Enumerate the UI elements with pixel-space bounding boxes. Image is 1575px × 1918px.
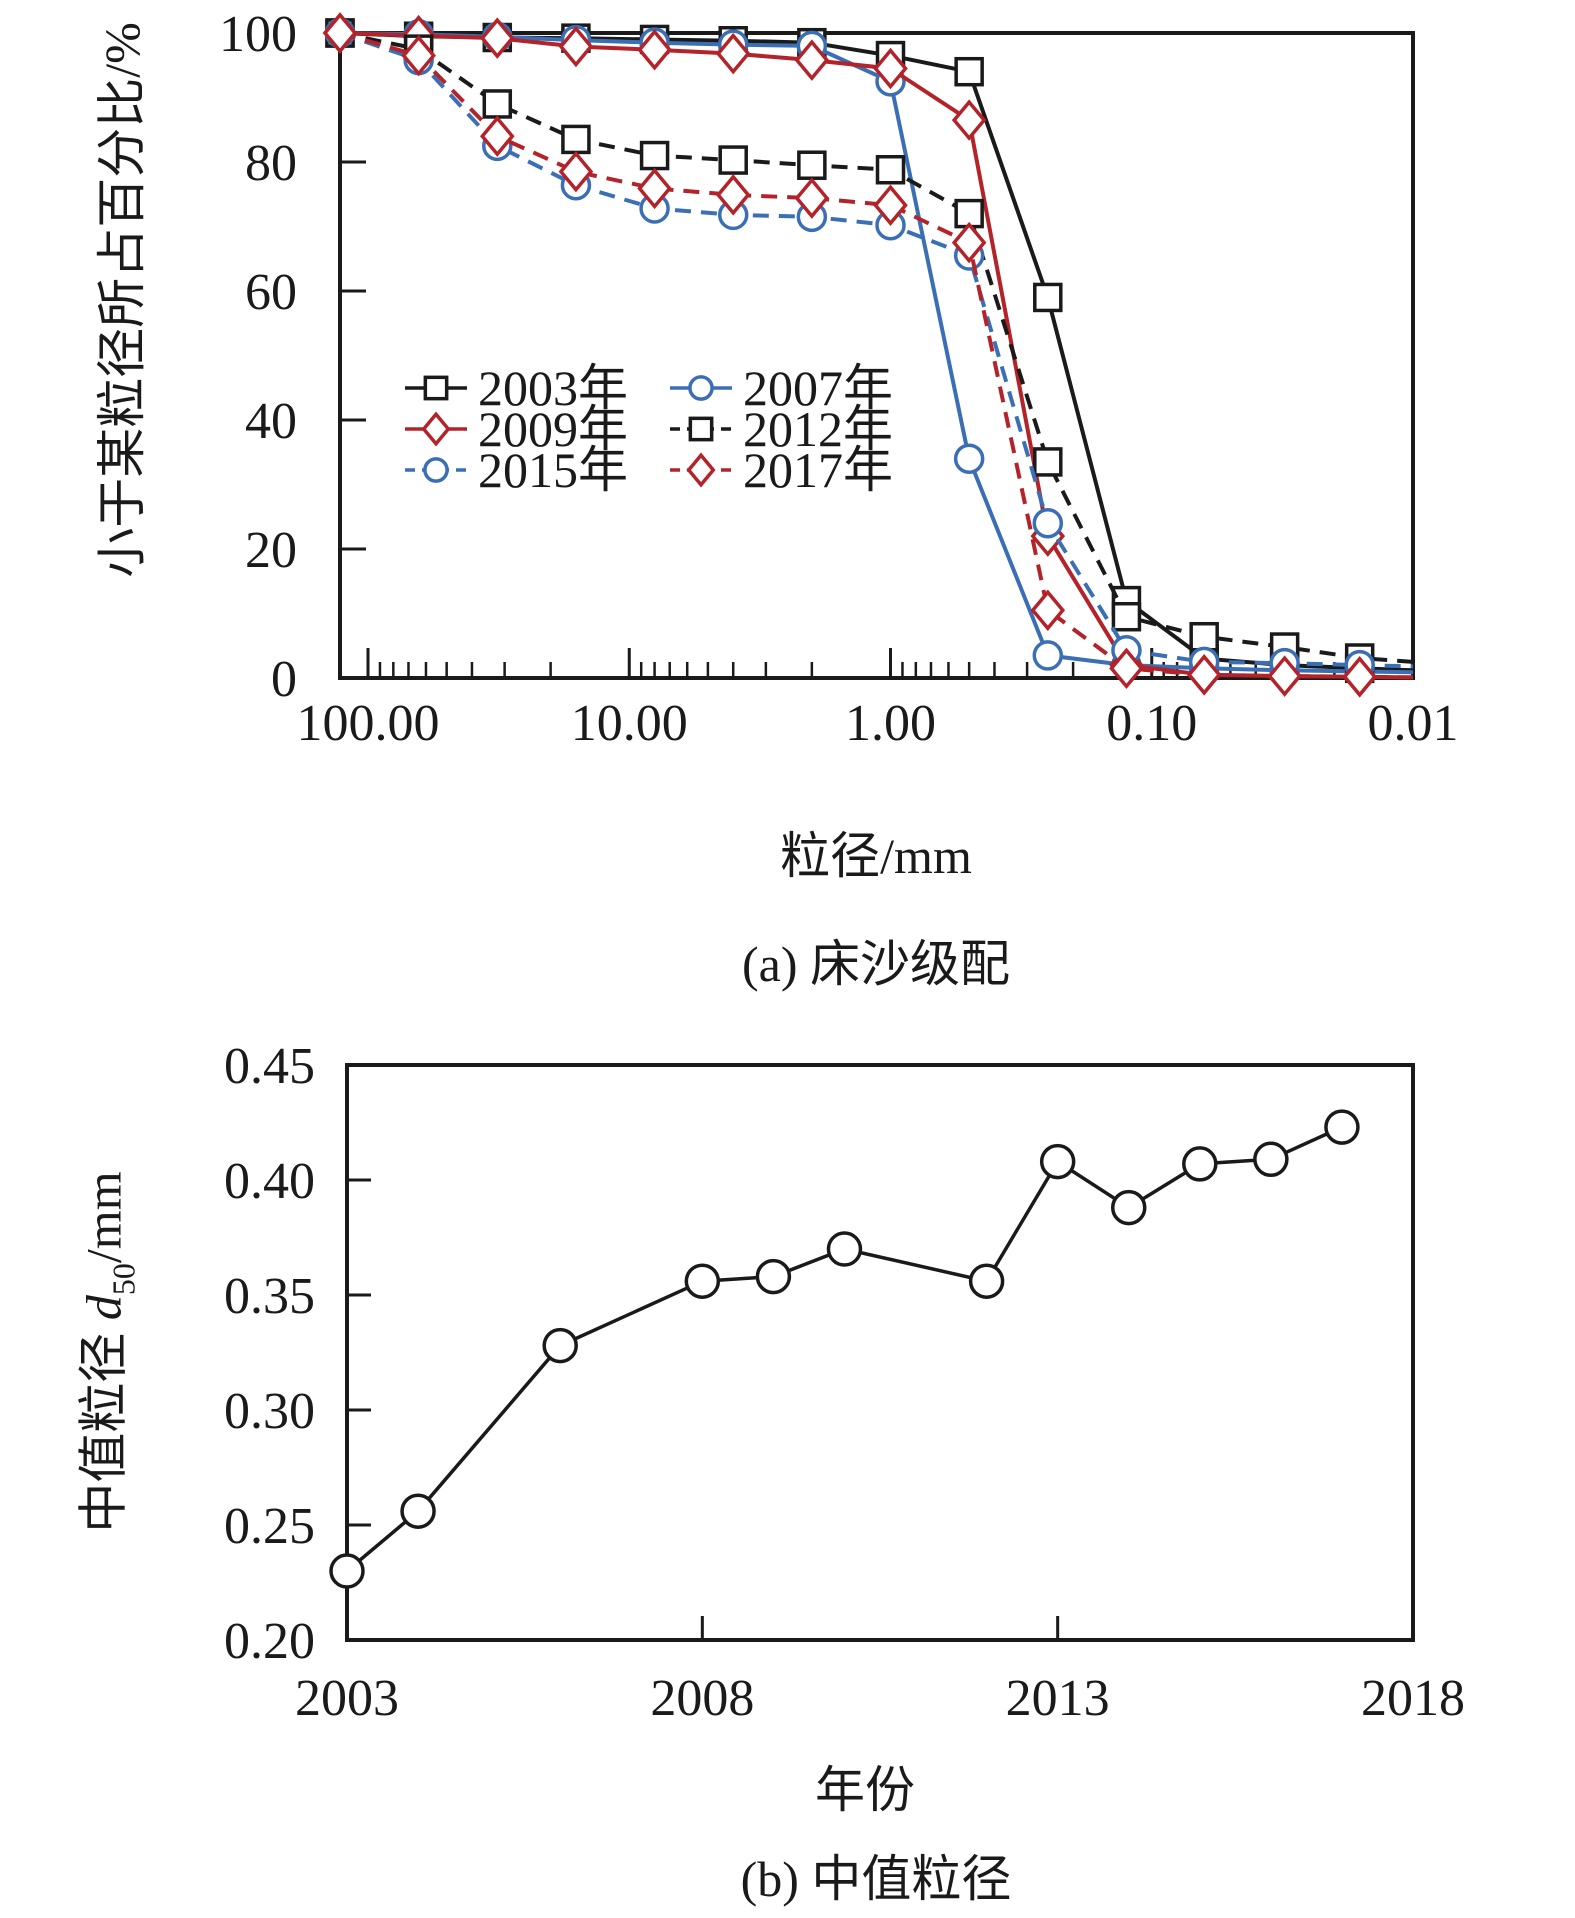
series-marker-2017年 [873, 184, 908, 226]
series-marker-2009年 [873, 47, 908, 90]
series-marker-2012年 [1111, 601, 1142, 632]
y-tick-label-a: 20 [245, 522, 297, 579]
d50-series-line [345, 1125, 1343, 1573]
d50-data-point [684, 1263, 721, 1299]
legend-label-2012年: 2012年 [743, 401, 893, 457]
legend-marker-2003年 [423, 375, 449, 401]
x-tick-label-a: 0.10 [1106, 695, 1197, 752]
x-tick-label-a: 100.00 [297, 695, 440, 752]
legend-marker-2015年 [423, 457, 449, 483]
series-marker-2012年 [718, 145, 748, 175]
series-marker-2017年 [1186, 654, 1222, 696]
median-grain-size-chart: 0.20 0.25 0.30 0.35 0.40 0.45 2003 2008 2013 2018 [224, 1038, 1465, 1727]
series-marker-2017年 [715, 174, 751, 216]
x-tick-label-a: 0.01 [1368, 695, 1459, 752]
d50-data-point [542, 1327, 578, 1364]
d50-data-point [1182, 1146, 1218, 1182]
chart-b-y-axis-label: 中值粒径 d50/mm [75, 1171, 142, 1533]
y-tick-label-a: 0 [271, 651, 297, 708]
x-tick-label-b: 2018 [1361, 1670, 1465, 1727]
d50-data-point [400, 1493, 436, 1529]
series-marker-2012年 [875, 154, 906, 185]
series-marker-2012年 [797, 150, 827, 180]
legend-label-2007年: 2007年 [743, 360, 893, 416]
x-tick-label-a: 10.00 [571, 695, 688, 752]
legend-label-2003年: 2003年 [478, 360, 628, 416]
series-marker-2009年 [637, 29, 672, 71]
y-tick-label-a: 100 [219, 6, 297, 63]
y-tick-label-b: 0.20 [224, 1613, 315, 1670]
series-marker-2017年 [1109, 647, 1144, 690]
x-tick-label-b: 2003 [295, 1670, 399, 1727]
series-marker-2009年 [794, 39, 830, 81]
d50-data-point [755, 1258, 792, 1295]
legend-label-2015年: 2015年 [478, 442, 628, 498]
legend-marker-2017年 [686, 452, 716, 488]
legend-marker-2012年 [688, 416, 714, 442]
series-marker-2017年 [558, 150, 594, 193]
series-marker-2007年 [1032, 640, 1064, 671]
legend-marker-2007年 [688, 375, 714, 401]
series-marker-2017年 [1030, 589, 1066, 632]
series-line-2017年 [339, 31, 1414, 680]
series-marker-2012年 [482, 89, 513, 119]
y-tick-label-b: 0.45 [224, 1038, 315, 1095]
d50-data-point [329, 1553, 365, 1589]
bed-sand-gradation-chart: 0 20 40 60 80 100 100.00 10.00 1.00 0.10 0.01 2003年… [219, 6, 1459, 752]
chart-a-x-axis-label: 粒径/mm [780, 828, 972, 884]
d50-data-point [1110, 1189, 1147, 1226]
series-marker-2017年 [794, 177, 830, 219]
series-marker-2009年 [558, 25, 594, 68]
series-marker-2017年 [1267, 655, 1302, 697]
series-marker-2007年 [953, 443, 985, 474]
y-tick-label-a: 40 [245, 393, 297, 450]
series-marker-2017年 [322, 12, 358, 54]
series-marker-2009年 [951, 99, 987, 141]
series-marker-2012年 [1033, 447, 1063, 477]
series-marker-2009年 [480, 17, 515, 59]
chart-b-caption: (b) 中值粒径 [740, 1851, 1012, 1907]
series-marker-2017年 [637, 167, 672, 210]
x-tick-label-a: 1.00 [845, 695, 936, 752]
y-tick-label-b: 0.35 [224, 1268, 315, 1325]
legend-label-2009年: 2009年 [478, 401, 628, 457]
y-tick-label-b: 0.30 [224, 1383, 315, 1440]
y-tick-label-b: 0.25 [224, 1498, 315, 1555]
chart-a-y-axis-label: 小于某粒径所占百分比/% [94, 22, 150, 578]
x-tick-label-b: 2008 [650, 1670, 754, 1727]
series-marker-2017年 [480, 115, 515, 157]
plot-a-frame [338, 31, 1415, 680]
series-marker-2012年 [561, 124, 591, 155]
d50-data-point [826, 1231, 863, 1267]
series-marker-2017年 [951, 221, 987, 264]
legend-label-2017年: 2017年 [743, 442, 893, 498]
legend-marker-2009年 [421, 411, 451, 447]
d50-data-point [1324, 1109, 1360, 1145]
y-tick-label-a: 80 [245, 135, 297, 192]
series-marker-2012年 [639, 140, 670, 171]
d50-data-point [968, 1263, 1005, 1299]
y-tick-label-b: 0.40 [224, 1153, 315, 1210]
series-marker-2015年 [1032, 507, 1064, 539]
plot-b-frame [345, 1063, 1415, 1642]
series-marker-2009年 [715, 32, 751, 75]
x-tick-label-b: 2013 [1006, 1670, 1110, 1727]
series-marker-2003年 [1033, 282, 1063, 313]
y-tick-label-a: 60 [245, 264, 297, 321]
d50-data-point [1253, 1141, 1289, 1178]
series-marker-2017年 [401, 34, 436, 77]
chart-a-caption: (a) 床沙级配 [742, 936, 1010, 992]
chart-b-x-axis-label: 年份 [815, 1762, 915, 1818]
series-marker-2003年 [954, 56, 984, 87]
series-marker-2012年 [1189, 621, 1219, 652]
series-marker-2017年 [1342, 655, 1377, 698]
d50-data-point [1039, 1143, 1076, 1180]
